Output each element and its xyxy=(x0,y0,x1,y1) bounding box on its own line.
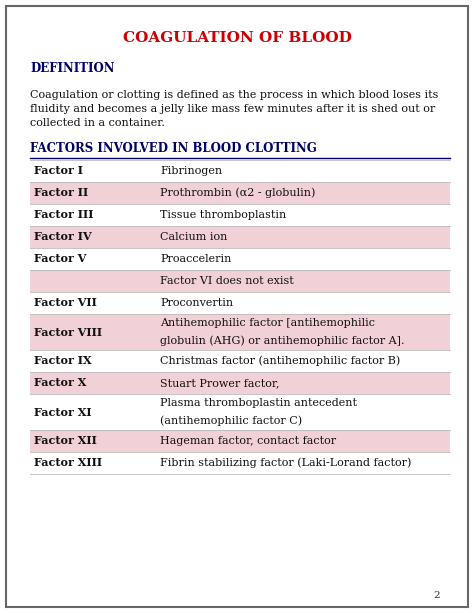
Text: Factor III: Factor III xyxy=(34,210,93,221)
Text: Factor XIII: Factor XIII xyxy=(34,457,102,468)
Bar xyxy=(30,226,450,248)
Text: globulin (AHG) or antihemophilic factor A].: globulin (AHG) or antihemophilic factor … xyxy=(160,336,404,346)
Text: (antihemophilic factor C): (antihemophilic factor C) xyxy=(160,416,302,426)
Text: Fibrin stabilizing factor (Laki-Lorand factor): Fibrin stabilizing factor (Laki-Lorand f… xyxy=(160,458,411,468)
Text: Proaccelerin: Proaccelerin xyxy=(160,254,231,264)
Text: FACTORS INVOLVED IN BLOOD CLOTTING: FACTORS INVOLVED IN BLOOD CLOTTING xyxy=(30,142,317,154)
Text: Factor XII: Factor XII xyxy=(34,435,97,446)
Text: Factor IV: Factor IV xyxy=(34,232,91,243)
Text: Stuart Prower factor,: Stuart Prower factor, xyxy=(160,378,280,388)
Text: Factor VII: Factor VII xyxy=(34,297,97,308)
Text: Christmas factor (antihemophilic factor B): Christmas factor (antihemophilic factor … xyxy=(160,356,400,367)
Text: Calcium ion: Calcium ion xyxy=(160,232,228,242)
Text: Factor V: Factor V xyxy=(34,254,86,264)
Text: Prothrombin (α2 - globulin): Prothrombin (α2 - globulin) xyxy=(160,188,315,198)
Text: COAGULATION OF BLOOD: COAGULATION OF BLOOD xyxy=(123,31,351,45)
Text: Proconvertin: Proconvertin xyxy=(160,298,233,308)
Text: Coagulation or clotting is defined as the process in which blood loses its: Coagulation or clotting is defined as th… xyxy=(30,90,438,100)
Bar xyxy=(30,270,450,292)
Text: collected in a container.: collected in a container. xyxy=(30,118,165,128)
Bar xyxy=(30,372,450,394)
Text: Hageman factor, contact factor: Hageman factor, contact factor xyxy=(160,436,336,446)
Text: Tissue thromboplastin: Tissue thromboplastin xyxy=(160,210,286,220)
Text: Factor VIII: Factor VIII xyxy=(34,327,102,338)
Text: Factor XI: Factor XI xyxy=(34,406,91,417)
Text: Factor II: Factor II xyxy=(34,188,88,199)
Text: Factor VI does not exist: Factor VI does not exist xyxy=(160,276,294,286)
Text: Factor X: Factor X xyxy=(34,378,86,389)
Text: Fibrinogen: Fibrinogen xyxy=(160,166,222,176)
Bar xyxy=(30,314,450,350)
Text: Factor I: Factor I xyxy=(34,166,83,177)
Text: DEFINITION: DEFINITION xyxy=(30,61,115,75)
Bar xyxy=(30,182,450,204)
Text: Antihemophilic factor [antihemophilic: Antihemophilic factor [antihemophilic xyxy=(160,318,375,328)
Text: Plasma thromboplastin antecedent: Plasma thromboplastin antecedent xyxy=(160,398,357,408)
Text: Factor IX: Factor IX xyxy=(34,356,91,367)
Text: fluidity and becomes a jelly like mass few minutes after it is shed out or: fluidity and becomes a jelly like mass f… xyxy=(30,104,435,114)
Bar xyxy=(30,430,450,452)
Text: 2: 2 xyxy=(433,590,440,600)
